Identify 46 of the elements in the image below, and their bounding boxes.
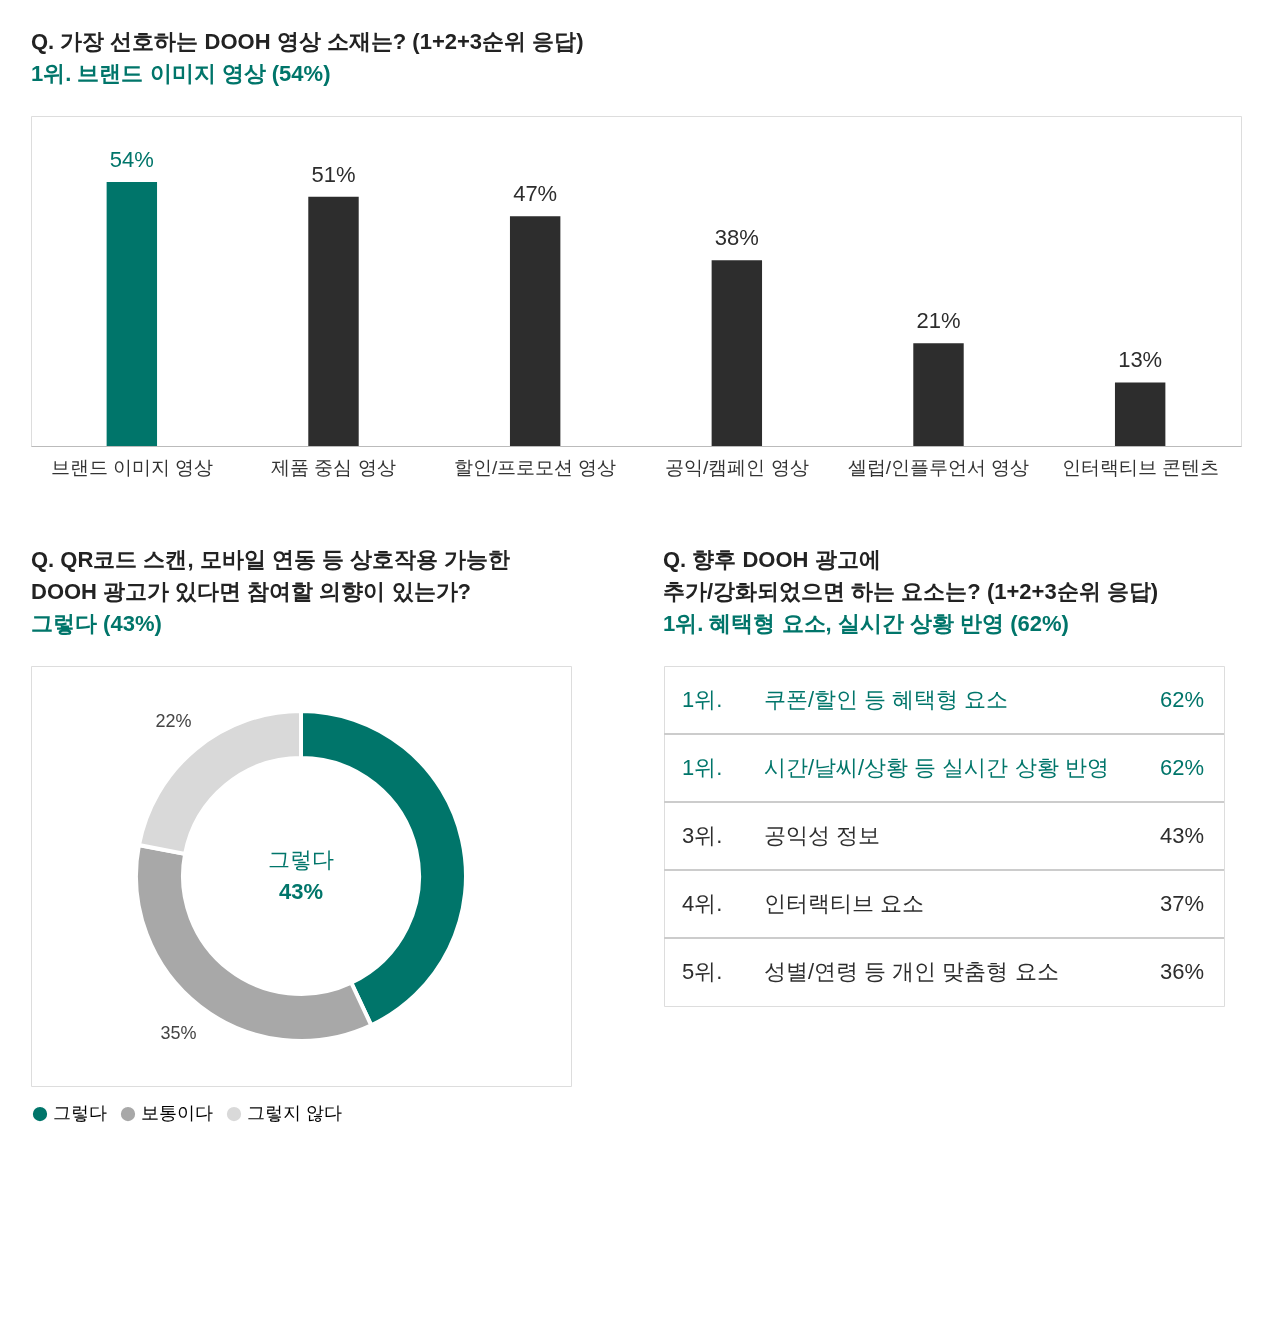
text: 1위.	[682, 687, 723, 712]
bar	[509, 216, 561, 446]
x-tick-label: 인터랙티브 콘텐츠	[1061, 456, 1219, 478]
chart-title: Q. QR코드 스캔, 모바일 연동 등 상호작용 가능한 DOOH 광고가 있다면 참여할 의향이 있는가?	[31, 547, 511, 604]
x-tick-label: 셀럽/인플루언서 영상	[847, 456, 1030, 478]
x-tick-label: 할인/프로모션 영상	[453, 456, 617, 478]
chart-subtitle: 1위. 브랜드 이미지 영상 (54%)	[31, 61, 331, 86]
category-label: 공익성 정보	[764, 823, 881, 848]
text: 3위.	[682, 823, 723, 848]
legend-label: 그렇지 않다	[247, 1103, 343, 1124]
legend-label: 그렇다	[53, 1103, 107, 1124]
data-label: 62%	[1159, 755, 1204, 780]
data-label: 36%	[1159, 959, 1204, 984]
data-label: 35%	[160, 1023, 197, 1044]
data-label: 38%	[714, 225, 759, 251]
data-label: 54%	[109, 147, 154, 172]
data-label: 21%	[916, 308, 961, 334]
text: 1위.	[682, 755, 723, 780]
bar	[308, 196, 359, 446]
data-label: 51%	[311, 161, 356, 187]
data-label: 47%	[513, 181, 558, 207]
text: 5위.	[682, 959, 723, 984]
chart-title: Q. 가장 선호하는 DOOH 영상 소재는? (1+2+3순위 응답)	[31, 29, 584, 54]
text: 1위. 혜택형 요소, 실시간 상황 반영 (62%)	[663, 611, 1069, 636]
category-label: 성별/연령 등 개인 맞춤형 요소	[764, 959, 1059, 984]
legend-label: 보통이다	[141, 1103, 213, 1124]
x-tick-label: 제품 중심 영상	[271, 456, 396, 478]
category-label: 인터랙티브 요소	[764, 891, 925, 916]
bar	[106, 182, 158, 446]
category-label: 시간/날씨/상황 등 실시간 상황 반영	[764, 755, 1109, 780]
data-label: 62%	[1159, 687, 1204, 712]
bar	[1114, 382, 1166, 446]
text: 43%	[278, 879, 324, 904]
data-label: 22%	[155, 710, 192, 731]
data-label: 37%	[1159, 891, 1204, 916]
text: Q. 향후 DOOH 광고에 추가/강화되었으면 하는 요소는? (1+2+3순위 응답)	[663, 547, 1159, 604]
category-label: 쿠폰/할인 등 혜택형 요소	[764, 687, 1009, 712]
x-tick-label: 공익/캠페인 영상	[665, 456, 809, 478]
bar	[711, 260, 763, 446]
data-label: 43%	[1159, 823, 1204, 848]
x-tick-label: 브랜드 이미지 영상	[50, 456, 214, 478]
chart-subtitle: 그렇다 (43%)	[31, 611, 162, 636]
bar	[913, 343, 964, 446]
text: 그렇다	[268, 847, 334, 872]
text: 4위.	[682, 891, 723, 916]
data-label: 13%	[1118, 347, 1163, 373]
